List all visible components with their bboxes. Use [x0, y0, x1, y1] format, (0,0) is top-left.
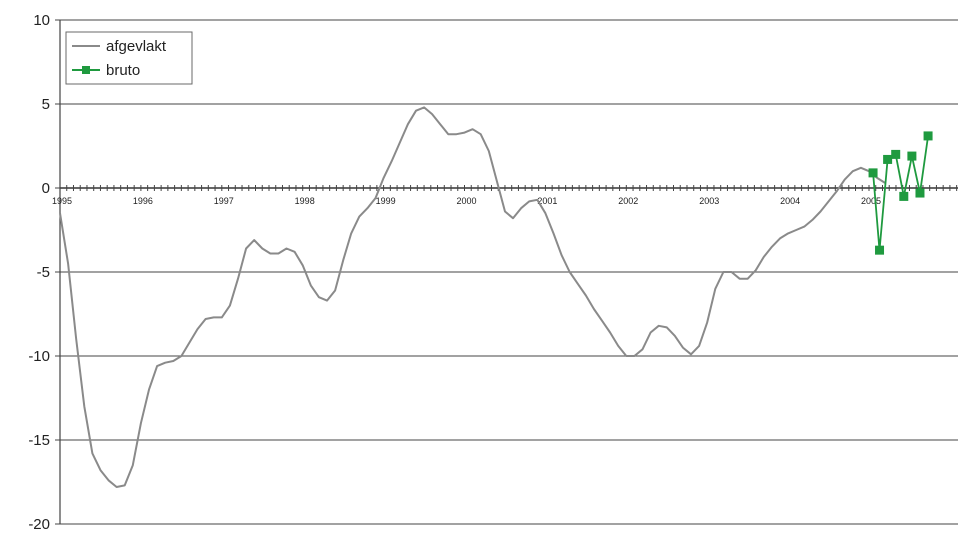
y-tick-label: -10	[28, 348, 50, 365]
y-tick-label: -20	[28, 516, 50, 533]
x-tick-label: 2004	[780, 196, 800, 206]
data-point-bruto	[923, 131, 933, 141]
x-tick-label: 1995	[52, 196, 72, 206]
x-tick-label: 1997	[214, 196, 234, 206]
x-tick-label: 1998	[295, 196, 315, 206]
y-tick-label: 5	[42, 96, 50, 113]
x-tick-label: 2003	[699, 196, 719, 206]
legend-label-afgevlakt: afgevlakt	[106, 38, 167, 55]
legend-box	[65, 31, 193, 85]
series-line-afgevlakt	[59, 106, 886, 488]
y-tick-label: 10	[33, 12, 50, 29]
data-point-bruto	[915, 188, 925, 198]
x-tick-label: 2005	[861, 196, 881, 206]
data-point-bruto	[875, 245, 885, 255]
legend-label-bruto: bruto	[106, 62, 140, 79]
y-tick-label: 0	[42, 180, 50, 197]
series-layer	[59, 106, 933, 488]
data-point-bruto	[868, 168, 878, 178]
x-tick-label: 1996	[133, 196, 153, 206]
data-point-bruto	[899, 191, 909, 201]
data-point-bruto	[891, 149, 901, 159]
x-tick-label: 2001	[537, 196, 557, 206]
x-tick-label: 2000	[456, 196, 476, 206]
y-tick-label: -15	[28, 432, 50, 449]
y-tick-label: -5	[37, 264, 50, 281]
x-tick-label: 2002	[618, 196, 638, 206]
legend: afgevlakt bruto	[65, 31, 193, 85]
x-tick-label: 1999	[376, 196, 396, 206]
series-line-bruto	[872, 135, 929, 252]
data-point-bruto	[907, 151, 917, 161]
axes: 10 5 0 -5 -10 -15 -20 1995 1996 1997 1998 1999 2000 2…	[28, 12, 958, 533]
data-point-bruto	[883, 154, 893, 164]
legend-marker-bruto	[82, 66, 90, 74]
gridlines	[60, 19, 958, 525]
